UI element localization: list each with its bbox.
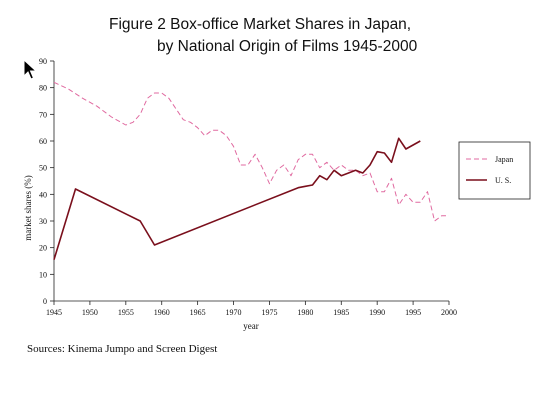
y-tick-label: 70 — [39, 110, 47, 119]
mouse-pointer-icon — [23, 59, 37, 80]
y-axis-label: market shares (%) — [23, 175, 33, 240]
x-axis-label: year — [243, 321, 259, 331]
legend-box — [458, 141, 531, 200]
x-tick-label: 1960 — [154, 308, 170, 317]
y-tick-label: 0 — [43, 297, 47, 306]
legend-us-label: U. S. — [495, 176, 511, 185]
chart-title-line-1: Figure 2 Box-office Market Shares in Jap… — [109, 16, 412, 33]
x-tick-label: 1990 — [369, 308, 385, 317]
series-line-japan — [53, 81, 449, 222]
y-tick-label: 50 — [39, 164, 47, 173]
y-tick-label: 80 — [39, 84, 47, 93]
x-tick-label: 1945 — [46, 308, 62, 317]
chart-axes — [53, 61, 449, 302]
x-tick-label: 1950 — [82, 308, 98, 317]
chart-ticks: 0 10 20 30 40 50 60 70 80 90 1945 1950 1955 1960 1965 1… — [39, 57, 457, 317]
y-tick-label: 10 — [39, 270, 47, 279]
x-tick-label: 1965 — [190, 308, 206, 317]
x-tick-label: 1970 — [226, 308, 242, 317]
legend-japan-label: Japan — [495, 155, 513, 164]
chart-series — [53, 81, 449, 260]
series-line-us — [53, 137, 421, 260]
legend: Japan U. S. — [458, 141, 531, 200]
x-tick-label: 1955 — [118, 308, 134, 317]
chart-title: Figure 2 Box-office Market Shares in Jap… — [100, 14, 460, 58]
source-note: Sources: Kinema Jumpo and Screen Digest — [27, 343, 218, 355]
y-tick-label: 30 — [39, 217, 47, 226]
x-tick-label: 1995 — [405, 308, 421, 317]
y-tick-label: 20 — [39, 244, 47, 253]
y-tick-label: 60 — [39, 137, 47, 146]
x-tick-label: 1980 — [297, 308, 313, 317]
x-tick-label: 2000 — [441, 308, 457, 317]
y-tick-label: 40 — [39, 190, 47, 199]
chart-title-line-2: by National Origin of Films 1945-2000 — [157, 38, 418, 55]
y-tick-label: 90 — [39, 57, 47, 66]
x-tick-label: 1985 — [333, 308, 349, 317]
x-tick-label: 1975 — [261, 308, 277, 317]
